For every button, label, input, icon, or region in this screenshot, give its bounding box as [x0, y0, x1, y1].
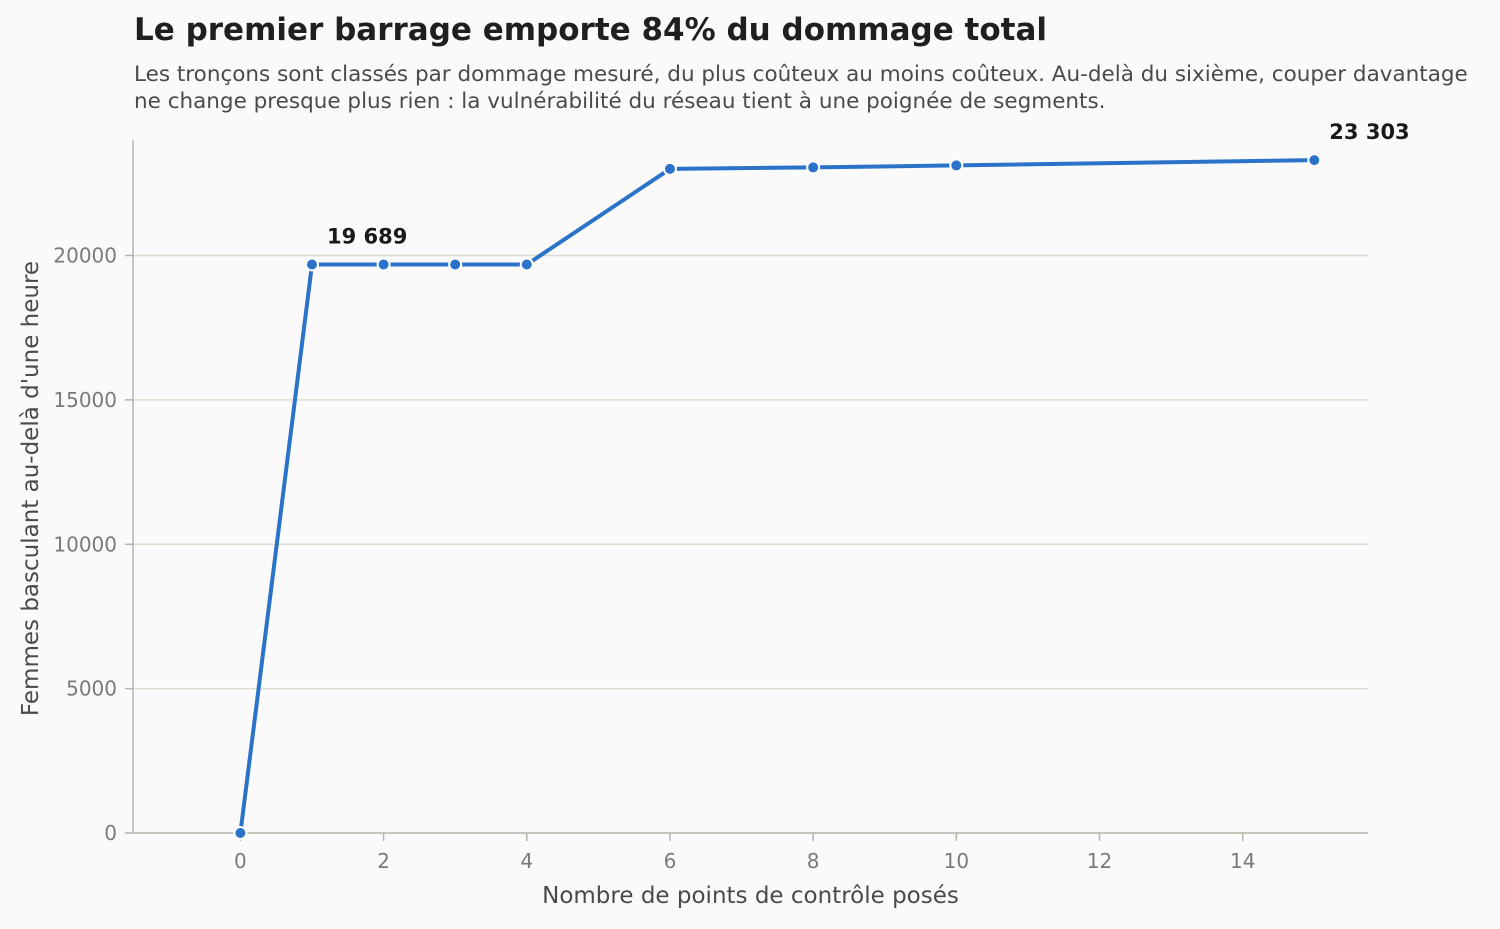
y-axis-title: Femmes basculant au-delà d'une heure: [18, 261, 44, 716]
data-point: [233, 826, 248, 840]
point-annotation: 19 689: [327, 224, 407, 248]
data-point: [1307, 153, 1322, 168]
x-tick-label: 0: [234, 849, 247, 873]
x-tick-label: 8: [807, 849, 820, 873]
y-tick-label: 5000: [66, 677, 117, 701]
chart-title: Le premier barrage emporte 84% du dommag…: [134, 12, 1048, 48]
x-tick-label: 12: [1087, 849, 1112, 873]
x-tick-label: 6: [664, 849, 677, 873]
axes: [132, 140, 1368, 834]
x-tick-label: 14: [1230, 849, 1255, 873]
x-ticks: 0 2 4 6 8 10 12 14: [234, 833, 1255, 873]
x-tick-label: 2: [377, 849, 390, 873]
chart-subtitle: Les tronçons sont classés par dommage me…: [134, 62, 1468, 114]
gridlines: [133, 254, 1368, 690]
y-ticks: 0 5000 10000 15000 20000: [53, 244, 133, 845]
annotations: 19 689 23 303: [327, 120, 1410, 248]
data-point: [304, 257, 319, 272]
series-line: [238, 158, 1317, 835]
y-tick-label: 15000: [53, 388, 117, 412]
y-tick-label: 10000: [53, 532, 117, 556]
data-point: [376, 257, 391, 272]
series: [233, 153, 1322, 840]
x-axis-title: Nombre de points de contrôle posés: [542, 883, 959, 909]
x-tick-label: 4: [520, 849, 533, 873]
x-tick-label: 10: [944, 849, 969, 873]
data-point: [949, 158, 964, 173]
data-point: [806, 160, 821, 175]
y-tick-label: 0: [104, 821, 117, 845]
data-point: [519, 257, 534, 272]
data-point: [662, 161, 677, 176]
y-tick-label: 20000: [53, 244, 117, 268]
point-annotation: 23 303: [1329, 120, 1409, 144]
data-point: [448, 257, 463, 272]
